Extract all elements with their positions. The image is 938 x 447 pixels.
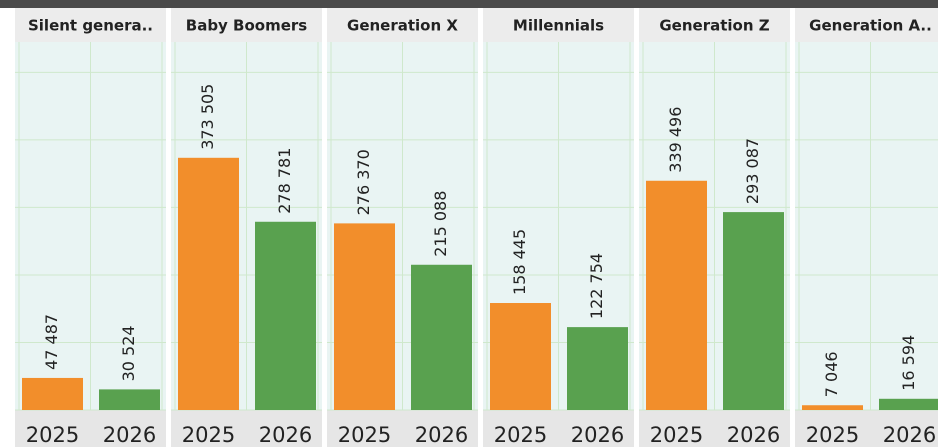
x-tick-label: 2025 bbox=[806, 423, 859, 447]
header-cell bbox=[639, 8, 790, 42]
value-label: 16 594 bbox=[899, 335, 918, 391]
footer-cell bbox=[639, 410, 790, 447]
x-tick-label: 2026 bbox=[103, 423, 156, 447]
x-tick-label: 2026 bbox=[259, 423, 312, 447]
footer-cell bbox=[327, 410, 478, 447]
x-tick-label: 2025 bbox=[494, 423, 547, 447]
bar bbox=[802, 405, 863, 410]
value-label: 215 088 bbox=[431, 191, 450, 257]
x-tick-label: 2026 bbox=[883, 423, 936, 447]
x-tick-label: 2026 bbox=[415, 423, 468, 447]
value-label: 30 524 bbox=[119, 325, 138, 381]
value-label: 278 781 bbox=[275, 148, 294, 214]
value-label: 7 046 bbox=[822, 351, 841, 397]
header-cell bbox=[15, 8, 166, 42]
panel-bg bbox=[795, 42, 938, 410]
bar bbox=[22, 377, 83, 410]
panel-title: Millennials bbox=[513, 17, 604, 35]
bar bbox=[178, 157, 239, 410]
footer-cell bbox=[483, 410, 634, 447]
footer-cell bbox=[15, 410, 166, 447]
bar bbox=[723, 212, 784, 410]
value-label: 339 496 bbox=[666, 107, 685, 173]
x-tick-label: 2025 bbox=[182, 423, 235, 447]
footer-cell bbox=[171, 410, 322, 447]
bar bbox=[646, 180, 707, 410]
value-label: 122 754 bbox=[587, 253, 606, 319]
bar bbox=[255, 221, 316, 410]
x-tick-label: 2025 bbox=[26, 423, 79, 447]
bar bbox=[334, 223, 395, 410]
x-tick-label: 2025 bbox=[650, 423, 703, 447]
header-cell bbox=[171, 8, 322, 42]
x-tick-label: 2025 bbox=[338, 423, 391, 447]
header-cell bbox=[483, 8, 634, 42]
value-label: 158 445 bbox=[510, 229, 529, 295]
panel-title: Silent genera.. bbox=[28, 17, 153, 35]
footer-cell bbox=[795, 410, 938, 447]
bar bbox=[490, 303, 551, 410]
value-label: 47 487 bbox=[42, 314, 61, 370]
value-label: 373 505 bbox=[198, 84, 217, 150]
panel-title: Baby Boomers bbox=[186, 17, 308, 35]
header-cell bbox=[795, 8, 938, 42]
top-strip bbox=[0, 0, 938, 8]
bar bbox=[99, 389, 160, 410]
panel-title: Generation Z bbox=[659, 17, 769, 35]
bar bbox=[411, 264, 472, 410]
value-label: 293 087 bbox=[743, 138, 762, 204]
x-tick-label: 2026 bbox=[727, 423, 780, 447]
x-tick-label: 2026 bbox=[571, 423, 624, 447]
bar bbox=[567, 327, 628, 410]
panel-title: Generation X bbox=[347, 17, 458, 35]
bar bbox=[879, 398, 938, 410]
panel-title: Generation A.. bbox=[809, 17, 932, 35]
value-label: 276 370 bbox=[354, 149, 373, 215]
header-cell bbox=[327, 8, 478, 42]
